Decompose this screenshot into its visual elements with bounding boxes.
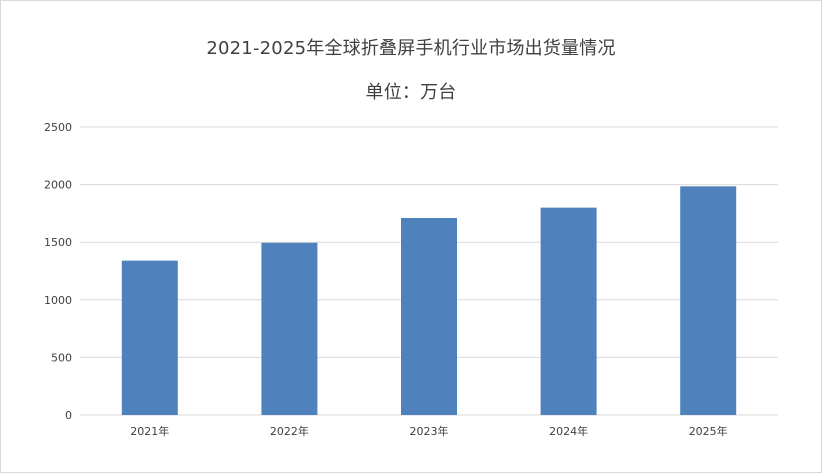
x-tick-label: 2024年 [549,424,588,438]
x-axis-ticks: 2021年 2022年 2023年 2024年 2025年 [130,424,727,438]
x-tick-label: 2021年 [130,424,169,438]
bars [121,186,737,415]
y-tick-label: 0 [65,409,72,422]
y-tick-label: 1500 [44,236,72,249]
y-tick-label: 2000 [44,179,72,192]
x-tick-label: 2023年 [410,424,449,438]
y-tick-label: 1000 [44,294,72,307]
bar-4 [540,207,597,415]
chart-subtitle: 单位：万台 [365,82,457,103]
y-axis-ticks: 0 500 1000 1500 2000 2500 [44,121,72,422]
chart-title: 2021-2025年全球折叠屏手机行业市场出货量情况 [206,38,616,59]
bar-3 [401,218,457,415]
x-tick-label: 2022年 [270,424,309,438]
bar-5 [680,186,737,415]
bar-1 [121,260,178,415]
bar-2 [261,242,318,415]
x-tick-label: 2025年 [689,424,728,438]
y-tick-label: 500 [51,351,72,364]
y-tick-label: 2500 [44,121,72,134]
